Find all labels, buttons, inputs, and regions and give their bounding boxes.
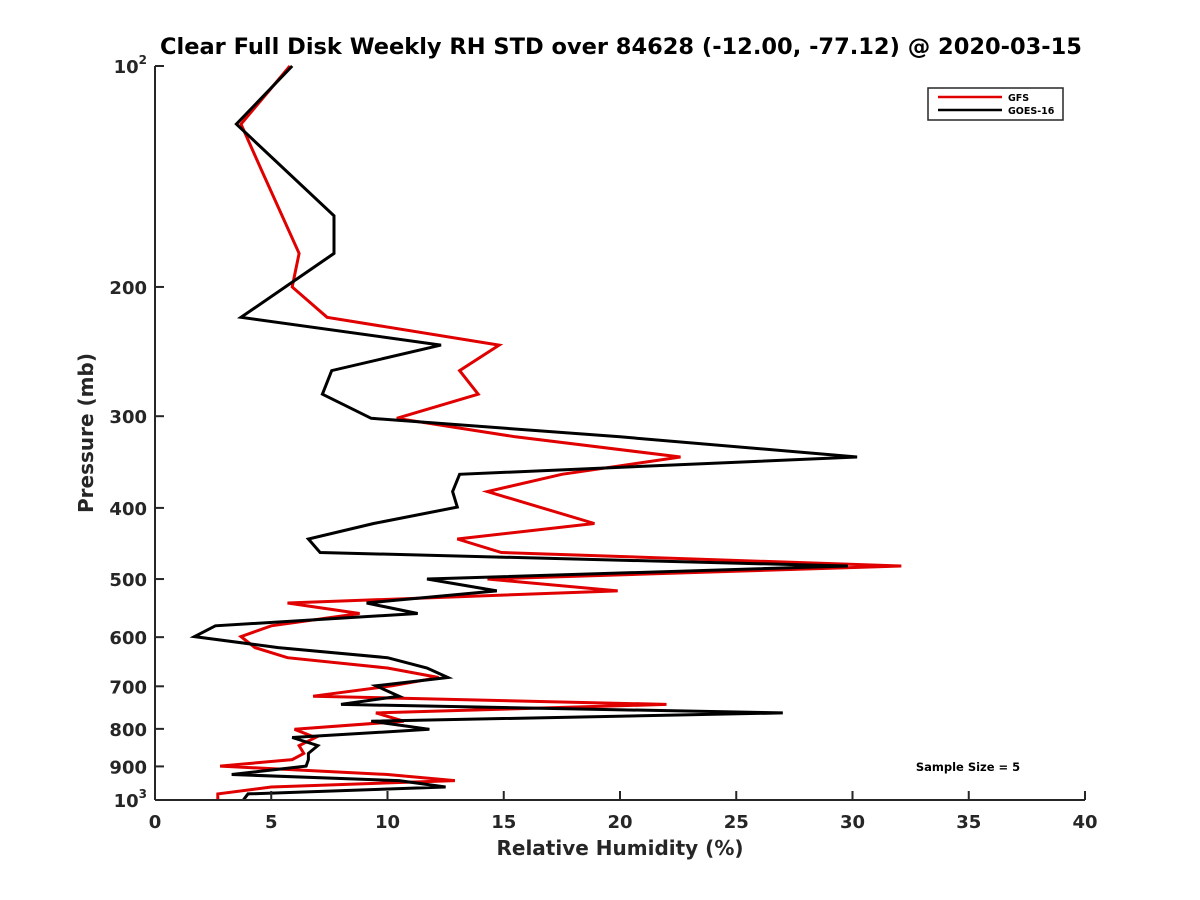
legend-box bbox=[927, 87, 1064, 121]
x-ticks: 0 5 10 15 20 25 30 35 40 bbox=[149, 791, 1098, 833]
legend-label-goes16: GOES-16 bbox=[1008, 106, 1055, 117]
x-tick-label: 25 bbox=[724, 812, 749, 833]
y-tick-label: 200 bbox=[109, 278, 147, 299]
x-tick-label: 0 bbox=[149, 812, 162, 833]
y-tick-label: 900 bbox=[109, 757, 147, 778]
x-tick-label: 40 bbox=[1072, 812, 1097, 833]
plot-area bbox=[189, 64, 902, 801]
y-tick-label: 102 bbox=[114, 53, 147, 78]
sample-size-annotation: Sample Size = 5 bbox=[916, 760, 1020, 774]
x-tick-label: 5 bbox=[265, 812, 278, 833]
y-tick-label: 600 bbox=[109, 628, 147, 649]
x-axis-label: Relative Humidity (%) bbox=[496, 836, 743, 860]
y-axis-label: Pressure (mb) bbox=[74, 353, 98, 513]
x-tick-label: 15 bbox=[491, 812, 516, 833]
y-tick-label: 500 bbox=[109, 570, 147, 591]
x-tick-label: 20 bbox=[607, 812, 632, 833]
series-line-goes16 bbox=[189, 64, 858, 801]
x-tick-label: 10 bbox=[375, 812, 400, 833]
y-tick-label: 103 bbox=[114, 787, 147, 812]
y-tick-label: 300 bbox=[109, 407, 147, 428]
y-tick-label: 800 bbox=[109, 720, 147, 741]
chart-title: Clear Full Disk Weekly RH STD over 84628… bbox=[160, 34, 1082, 60]
y-tick-label: 400 bbox=[109, 499, 147, 520]
y-ticks: 102 200 300 400 500 600 700 800 900 103 bbox=[109, 53, 164, 812]
legend-label-gfs: GFS bbox=[1008, 93, 1029, 104]
x-tick-label: 35 bbox=[956, 812, 981, 833]
y-tick-label: 700 bbox=[109, 677, 147, 698]
x-tick-label: 30 bbox=[840, 812, 865, 833]
legend: GFS GOES-16 bbox=[927, 87, 1064, 121]
